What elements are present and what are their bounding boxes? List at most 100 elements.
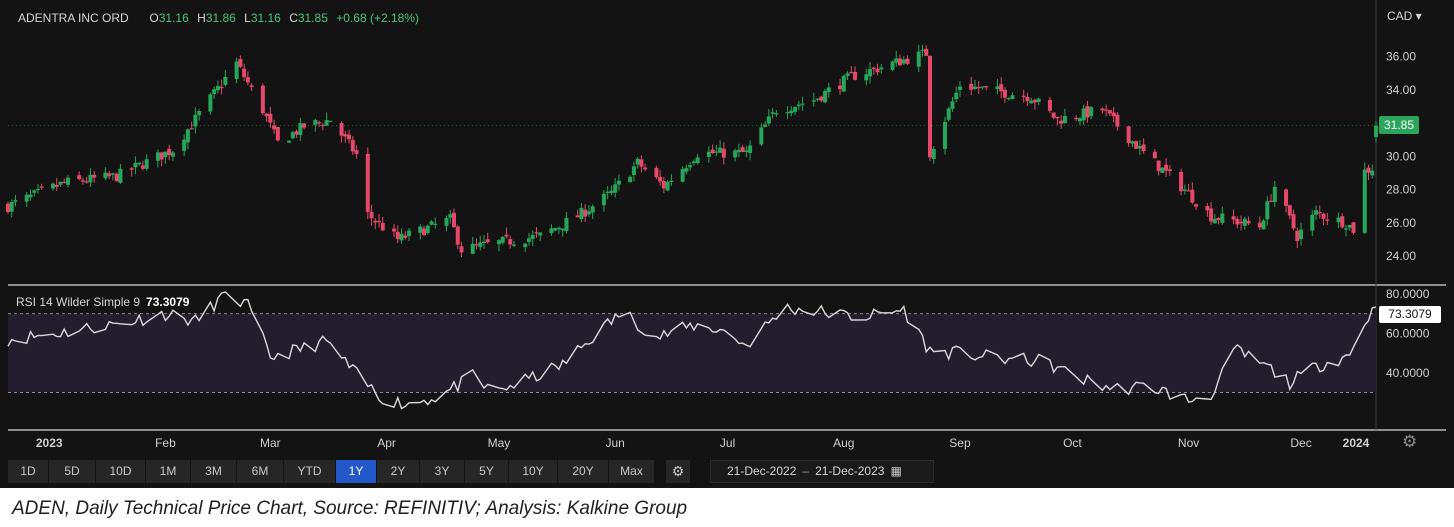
candle-body [317,122,322,124]
candle-body [976,86,981,89]
range-button-10d[interactable]: 10D [96,460,146,483]
currency-selector[interactable]: CAD ▾ [1387,9,1422,23]
candle-body [916,51,921,67]
gear-icon[interactable]: ⚙ [666,460,690,483]
candle-body [365,153,370,212]
x-tick-label: 2024 [1343,436,1370,450]
candle-body [249,85,254,87]
candle-body [1295,230,1300,241]
candle-body [721,148,726,158]
chart-canvas[interactable]: 36.0034.0032.0030.0028.0026.0024.0080.00… [0,0,1454,458]
candle-body [774,113,779,115]
range-button-6m[interactable]: 6M [237,460,284,483]
candle-body [665,181,670,191]
candle-body [114,173,119,182]
candle-body [1269,200,1274,202]
candle-body [238,58,243,67]
price-tick-label: 34.00 [1386,83,1416,97]
high-label: H [197,11,206,25]
candle-body [324,120,329,126]
candle-body [215,85,220,91]
range-button-5y[interactable]: 5Y [465,460,509,483]
candle-body [478,242,483,247]
candle-body [628,176,633,183]
range-button-ytd[interactable]: YTD [284,460,336,483]
candle-body [260,85,265,114]
ohlc-legend: ADENTRA INC ORD O31.16 H31.86 L31.16 C31… [18,11,419,25]
candle-body [1344,228,1349,230]
candle-body [163,151,168,157]
range-button-20y[interactable]: 20Y [558,460,609,483]
range-button-2y[interactable]: 2Y [377,460,420,483]
price-tick-label: 36.00 [1386,50,1416,64]
candle-body [1257,222,1262,228]
candle-body [92,174,97,178]
candle-body [1051,112,1056,118]
candle-body [942,121,947,149]
candle-body [197,111,202,116]
candle-body [1242,218,1247,226]
low-value: 31.16 [250,11,281,25]
range-button-5d[interactable]: 5D [49,460,96,483]
candle-body [1179,171,1184,192]
candle-body [1370,170,1375,176]
candle-body [137,162,142,165]
candle-body [481,241,486,243]
rsi-tick-label: 80.0000 [1386,287,1430,301]
date-range-picker[interactable]: 21-Dec-2022–21-Dec-2023 ▦ [710,460,934,483]
candle-body [1261,220,1266,230]
candle-body [759,127,764,145]
candle-body [1164,164,1169,171]
candle-body [1100,108,1105,111]
candle-body [433,223,438,225]
candle-body [879,67,884,70]
range-button-1m[interactable]: 1M [146,460,191,483]
range-button-1y[interactable]: 1Y [336,460,377,483]
candle-body [425,225,430,233]
range-button-1d[interactable]: 1D [8,460,49,483]
candle-body [88,174,93,183]
candle-body [1299,229,1304,240]
range-button-3y[interactable]: 3Y [420,460,465,483]
rsi-tick-label: 60.0000 [1386,326,1430,340]
candle-body [954,92,959,100]
candle-body [669,180,674,182]
candle-body [242,68,247,78]
candle-body [1167,169,1172,172]
x-tick-label: Jun [605,436,624,450]
candle-body [1291,214,1296,229]
open-label: O [149,11,159,25]
range-button-10y[interactable]: 10Y [509,460,558,483]
candle-body [575,215,580,218]
candle-body [1055,116,1060,119]
x-tick-label: Dec [1290,436,1311,450]
change-value: +0.68 (+2.18%) [336,11,419,25]
candle-body [170,152,175,157]
candle-body [710,149,715,154]
range-button-3m[interactable]: 3M [191,460,237,483]
candle-body [609,190,614,194]
x-tick-label: Nov [1178,436,1199,450]
candle-body [133,162,138,168]
candle-body [185,129,190,143]
candle-body [1025,96,1030,102]
candle-body [688,165,693,168]
candle-body [343,134,348,137]
candle-body [1310,214,1315,231]
candle-body [444,217,449,226]
figure-caption: ADEN, Daily Technical Price Chart, Sourc… [12,498,688,519]
candle-body [1362,169,1367,233]
candle-body [583,209,588,217]
candle-body [1141,144,1146,152]
range-button-max[interactable]: Max [609,460,655,483]
candle-body [470,243,475,254]
candle-body [1321,213,1326,219]
range-toolbar: 1D 5D 10D 1M 3M 6M YTD 1Y 2Y 3Y 5Y 10Y 20Y Max [8,460,655,483]
chart-settings-gear-icon[interactable]: ⚙ [1402,432,1418,451]
instrument-name: ADENTRA INC ORD [18,11,129,25]
candle-body [39,186,44,188]
candle-body [459,246,464,253]
x-tick-label: Oct [1063,436,1082,450]
candle-body [35,188,40,191]
candle-body [740,147,745,153]
